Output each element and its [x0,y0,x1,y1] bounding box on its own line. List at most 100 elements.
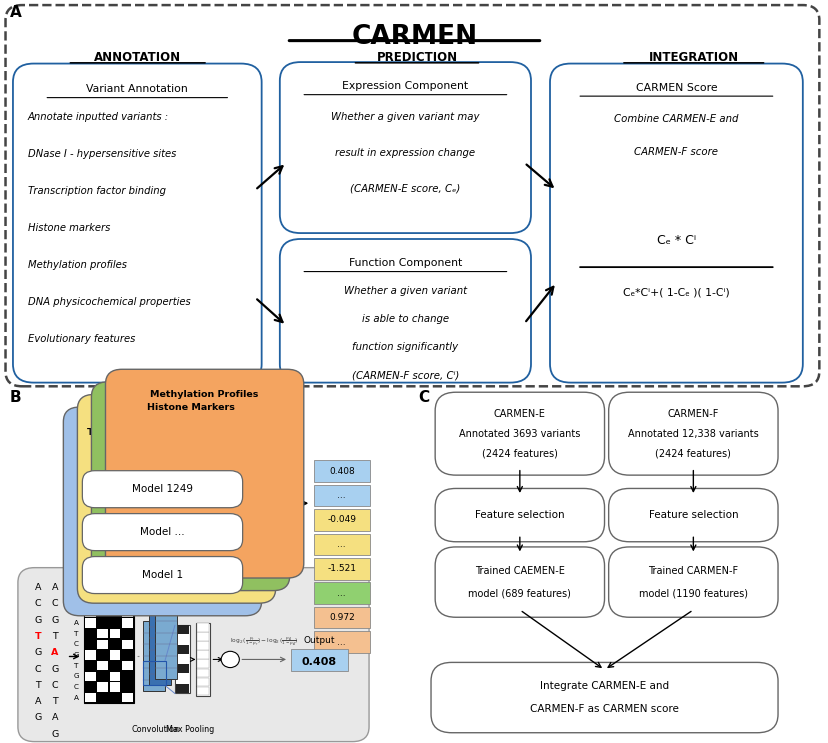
Text: Histone Markers: Histone Markers [147,403,234,412]
Text: Model ...: Model ... [140,527,185,537]
Bar [122,608,132,617]
Text: Combine CARMEN-E and: Combine CARMEN-E and [614,114,738,124]
Text: Output: Output [303,637,335,646]
Text: PREDICTION: PREDICTION [376,51,457,64]
Bar [109,672,120,681]
Bar [313,533,369,555]
Text: (CARMEN-E score, Cₑ): (CARMEN-E score, Cₑ) [349,184,460,193]
Text: C: C [74,641,79,647]
FancyBboxPatch shape [431,663,777,733]
Text: Expression Component: Expression Component [342,81,468,91]
Bar [313,461,369,481]
Text: model (1190 features): model (1190 features) [638,588,747,598]
Text: ...: ... [337,637,345,646]
Bar [176,655,189,663]
Bar [122,618,132,628]
Text: Cₑ*Cⁱ+( 1-Cₑ )( 1-Cⁱ): Cₑ*Cⁱ+( 1-Cₑ )( 1-Cⁱ) [623,288,729,298]
Text: DNase I: DNase I [156,415,197,424]
Text: 0.972: 0.972 [329,613,354,622]
Text: C: C [35,600,41,609]
Text: Max Pooling: Max Pooling [166,725,214,734]
Text: A: A [52,713,58,722]
Text: model (689 features): model (689 features) [468,588,570,598]
Bar [313,558,369,580]
Text: A: A [35,697,41,706]
Text: T: T [75,663,79,669]
FancyBboxPatch shape [6,5,818,386]
FancyBboxPatch shape [13,64,262,383]
Bar [313,632,369,653]
FancyBboxPatch shape [105,369,303,578]
Text: ...: ... [337,491,345,500]
FancyBboxPatch shape [63,407,262,616]
Bar [109,629,120,638]
FancyBboxPatch shape [549,64,802,383]
Text: Trained CAEMEN-E: Trained CAEMEN-E [474,566,564,576]
Bar [176,626,189,635]
Circle shape [221,652,239,668]
Bar [176,664,189,673]
Text: Evolutionary features: Evolutionary features [28,334,135,345]
Text: Integrate CARMEN-E and: Integrate CARMEN-E and [539,681,668,692]
Text: G: G [74,673,79,679]
FancyBboxPatch shape [91,382,290,591]
Text: B: B [10,390,22,405]
FancyBboxPatch shape [77,395,276,603]
Text: 0.408: 0.408 [301,657,337,666]
FancyBboxPatch shape [435,392,604,475]
Text: CARMEN Score: CARMEN Score [635,82,716,93]
Bar [84,672,95,681]
Text: Transcription Factor Binding: Transcription Factor Binding [87,428,238,437]
Bar [122,661,132,670]
Bar [197,650,209,659]
Text: CARMEN-F score: CARMEN-F score [633,147,718,158]
FancyBboxPatch shape [280,62,531,233]
Text: Model 1249: Model 1249 [132,484,193,494]
Text: (CARMEN-F score, Cⁱ): (CARMEN-F score, Cⁱ) [351,370,459,380]
Text: $\log_2(\frac{p_r}{1-p_r})-\log_2(\frac{p_A}{1-p_A})$: $\log_2(\frac{p_r}{1-p_r})-\log_2(\frac{… [229,636,298,649]
Text: result in expression change: result in expression change [335,148,475,158]
Text: DNA physicochemical properties: DNA physicochemical properties [28,297,190,308]
Text: Cₑ * Cⁱ: Cₑ * Cⁱ [656,234,696,247]
FancyBboxPatch shape [18,568,368,742]
Text: T: T [52,632,58,641]
Text: Feature selection: Feature selection [647,510,737,520]
Text: Variant Annotation: Variant Annotation [86,84,188,94]
Text: 0.408: 0.408 [329,467,354,476]
Bar [196,623,209,695]
Bar [197,632,209,640]
Bar [197,623,209,632]
Text: T: T [75,631,79,637]
Text: T: T [52,697,58,706]
Bar [84,618,95,628]
Bar [84,607,133,703]
Bar [197,687,209,695]
Bar [313,509,369,531]
Bar [97,661,108,670]
Bar [109,683,120,692]
Text: CARMEN-F as CARMEN score: CARMEN-F as CARMEN score [529,704,678,714]
Bar [97,640,108,649]
FancyBboxPatch shape [435,488,604,542]
Text: G: G [51,616,59,625]
FancyBboxPatch shape [82,513,243,551]
Text: CARMEN-F: CARMEN-F [667,409,718,419]
Bar [197,678,209,686]
Text: CARMEN-E: CARMEN-E [493,409,545,419]
Text: function significantly: function significantly [352,342,458,352]
Text: Annotate inputted variants :: Annotate inputted variants : [28,112,169,123]
Bar [84,650,95,660]
Bar [97,683,108,692]
Text: is able to change: is able to change [361,314,449,324]
Text: C: C [51,681,58,690]
Bar [109,650,120,660]
Text: G: G [51,664,59,674]
Bar [291,649,348,671]
FancyBboxPatch shape [435,547,604,617]
Bar [313,583,369,604]
Text: (2424 features): (2424 features) [481,448,557,458]
Bar [176,635,189,644]
Bar [197,669,209,677]
Bar [84,693,95,702]
Text: Trained CARMEN-F: Trained CARMEN-F [647,566,738,576]
